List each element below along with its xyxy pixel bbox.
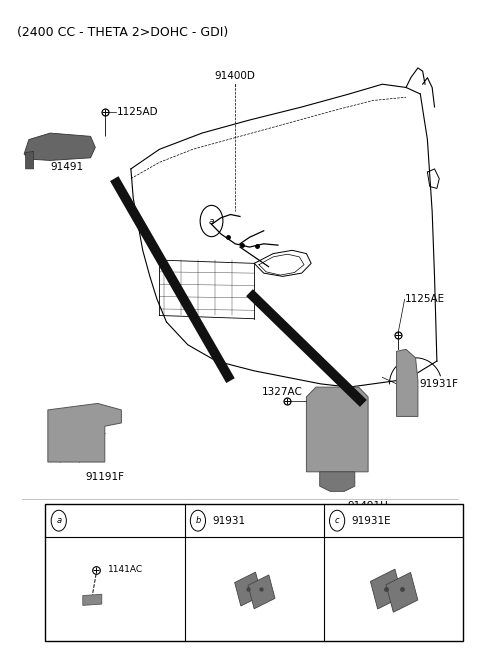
Text: c: c	[335, 516, 339, 525]
Polygon shape	[48, 403, 121, 462]
Text: 1327AC: 1327AC	[261, 387, 302, 397]
Polygon shape	[320, 472, 355, 491]
Text: 91931: 91931	[212, 516, 245, 526]
Polygon shape	[248, 575, 275, 609]
Polygon shape	[83, 595, 102, 605]
Text: 1125AE: 1125AE	[405, 294, 445, 304]
Text: b: b	[195, 516, 201, 525]
Text: 1141AC: 1141AC	[108, 565, 143, 574]
Polygon shape	[386, 572, 418, 612]
Text: 1125AD: 1125AD	[117, 107, 158, 117]
Bar	[46, 505, 463, 641]
Polygon shape	[24, 133, 96, 160]
Polygon shape	[371, 569, 402, 609]
Polygon shape	[235, 572, 262, 606]
Text: 91931F: 91931F	[420, 379, 458, 389]
Text: (2400 CC - THETA 2>DOHC - GDI): (2400 CC - THETA 2>DOHC - GDI)	[17, 26, 228, 39]
Text: 91400D: 91400D	[215, 71, 256, 81]
Polygon shape	[25, 151, 34, 169]
Polygon shape	[306, 387, 368, 472]
Text: a: a	[56, 516, 61, 525]
Text: 91191F: 91191F	[85, 472, 124, 482]
Text: 91491H: 91491H	[348, 501, 388, 511]
Text: 91491: 91491	[50, 162, 84, 172]
Text: 91931E: 91931E	[351, 516, 391, 526]
Text: a: a	[209, 217, 214, 225]
Polygon shape	[396, 350, 418, 417]
